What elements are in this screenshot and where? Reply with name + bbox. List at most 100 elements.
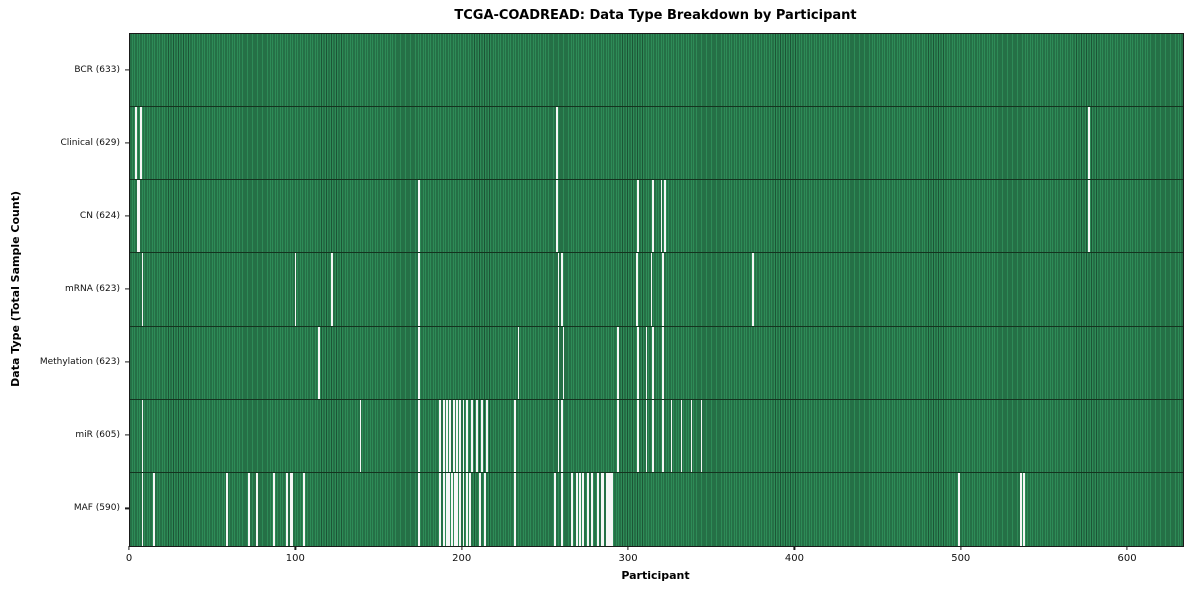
absent-mark-MAF — [447, 472, 450, 546]
chart-title: TCGA-COADREAD: Data Type Breakdown by Pa… — [454, 8, 857, 23]
absent-mark-MAF — [479, 472, 482, 546]
absent-mark-CN — [660, 180, 663, 253]
absent-mark-miR — [442, 399, 445, 472]
y-tick — [125, 434, 129, 436]
absent-mark-miR — [680, 399, 683, 472]
absent-mark-miR — [617, 399, 620, 472]
y-tick-label: miR (605) — [75, 430, 120, 441]
absent-mark-miR — [141, 399, 144, 472]
absent-mark-miR — [476, 399, 478, 472]
absent-mark-miR — [462, 399, 465, 472]
y-tick — [125, 68, 129, 71]
absent-mark-MAF — [609, 472, 611, 546]
absent-mark-MAF — [600, 472, 603, 546]
absent-mark-mRNA — [331, 253, 334, 326]
absent-mark-mRNA — [294, 253, 297, 326]
absent-mark-Methylation — [562, 326, 565, 399]
absent-mark-MAF — [454, 472, 457, 546]
absent-mark-MAF — [610, 472, 613, 546]
absent-mark-MAF — [597, 472, 600, 546]
absent-mark-miR — [456, 399, 458, 472]
absent-mark-CN — [136, 180, 139, 253]
absent-mark-miR — [637, 399, 640, 472]
x-tick — [1126, 546, 1128, 550]
absent-mark-Methylation — [517, 326, 520, 399]
absent-mark-miR — [670, 399, 673, 472]
absent-mark-mRNA — [417, 253, 420, 326]
x-tick-label: 100 — [285, 553, 305, 564]
absent-mark-MAF — [417, 472, 420, 546]
absent-mark-MAF — [1019, 472, 1022, 546]
absent-mark-miR — [652, 399, 655, 472]
x-tick-label: 600 — [1117, 553, 1137, 564]
y-tick-label: MAF (590) — [73, 503, 120, 514]
y-tick-label: BCR (633) — [74, 64, 120, 75]
absent-mark-MAF — [587, 472, 590, 546]
absent-mark-MAF — [459, 472, 462, 546]
absent-mark-miR — [514, 399, 517, 472]
absent-mark-mRNA — [560, 253, 563, 326]
absent-mark-MAF — [958, 472, 961, 546]
absent-mark-MAF — [141, 472, 144, 546]
y-tick — [125, 215, 129, 217]
absent-mark-miR — [359, 399, 362, 472]
absent-mark-Clinical — [139, 107, 142, 180]
row-Clinical — [130, 107, 1183, 181]
absent-mark-miR — [452, 399, 455, 472]
y-tick — [125, 361, 129, 363]
absent-mark-CN — [1088, 180, 1090, 253]
row-mRNA — [130, 253, 1183, 327]
absent-mark-miR — [690, 399, 693, 472]
row-Methylation — [130, 326, 1183, 400]
absent-mark-CN — [555, 180, 558, 253]
row-BCR — [130, 34, 1183, 108]
y-tick — [125, 507, 129, 510]
absent-mark-MAF — [466, 472, 468, 546]
absent-mark-Clinical — [1088, 107, 1090, 180]
absent-mark-MAF — [442, 472, 445, 546]
absent-mark-MAF — [484, 472, 487, 546]
absent-mark-MAF — [446, 472, 448, 546]
y-tick-label: Methylation (623) — [39, 357, 120, 368]
x-tick — [294, 546, 296, 550]
y-tick-label: mRNA (623) — [65, 284, 120, 294]
absent-mark-MAF — [451, 472, 453, 546]
absent-mark-MAF — [289, 472, 292, 546]
absent-mark-MAF — [570, 472, 573, 546]
absent-mark-miR — [449, 399, 452, 472]
absent-mark-MAF — [607, 472, 610, 546]
absent-mark-MAF — [554, 472, 556, 546]
x-tick — [793, 546, 795, 550]
absent-mark-Methylation — [637, 326, 640, 399]
absent-mark-MAF — [575, 472, 578, 546]
absent-mark-MAF — [560, 472, 563, 546]
absent-mark-miR — [557, 399, 560, 472]
x-tick — [627, 546, 629, 550]
absent-mark-mRNA — [662, 253, 665, 326]
absent-mark-mRNA — [752, 253, 754, 326]
absent-mark-MAF — [226, 472, 229, 546]
y-tick — [125, 288, 129, 290]
absent-mark-Clinical — [134, 107, 137, 180]
absent-mark-MAF — [469, 472, 472, 546]
x-axis: 0 100 200 300 400 500 600 — [126, 546, 1182, 576]
absent-mark-CN — [663, 180, 666, 253]
row-miR — [130, 399, 1183, 473]
absent-mark-miR — [466, 399, 468, 472]
absent-mark-miR — [446, 399, 448, 472]
absent-mark-Methylation — [652, 326, 655, 399]
absent-mark-miR — [700, 399, 703, 472]
absent-mark-miR — [485, 399, 488, 472]
absent-mark-Clinical — [555, 107, 558, 180]
absent-mark-MAF — [273, 472, 275, 546]
absent-mark-MAF — [248, 472, 250, 546]
absent-mark-Methylation — [417, 326, 420, 399]
x-tick-label: 300 — [618, 553, 638, 564]
absent-mark-MAF — [514, 472, 517, 546]
absent-mark-Methylation — [557, 326, 560, 399]
absent-mark-MAF — [605, 472, 608, 546]
absent-mark-CN — [417, 180, 420, 253]
absent-mark-CN — [652, 180, 655, 253]
absent-mark-miR — [439, 399, 442, 472]
